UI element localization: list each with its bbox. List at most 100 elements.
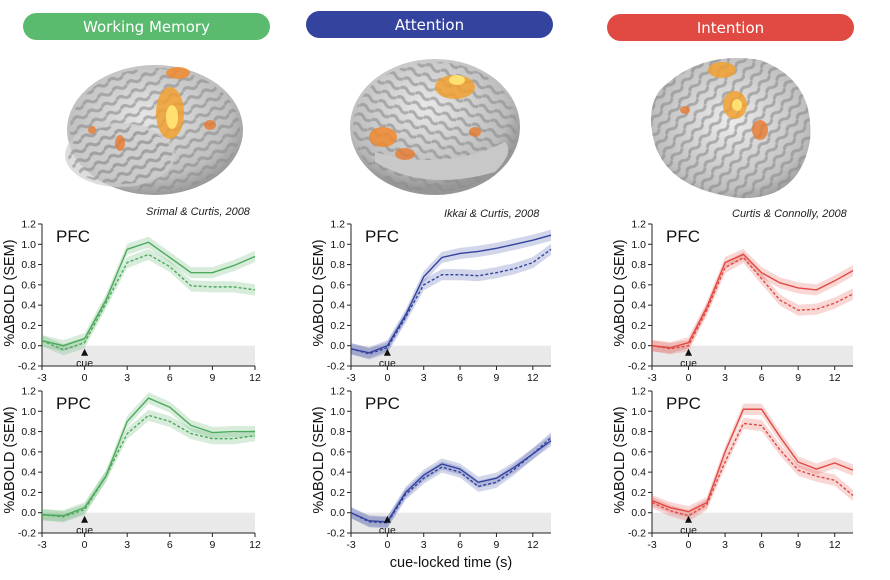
x-tick-label: 6 [457, 372, 463, 384]
y-tick-label: 0.4 [631, 300, 646, 312]
baseline-shade [652, 512, 853, 533]
x-tick-label: -3 [37, 539, 46, 551]
region-label: PPC [56, 394, 91, 413]
y-tick-label: 1.0 [330, 239, 345, 251]
x-tick-label: 12 [249, 372, 261, 384]
x-tick-label: -3 [647, 372, 656, 384]
sem-band [351, 432, 551, 529]
x-tick-label: -3 [647, 539, 656, 551]
series-line-solid [350, 234, 552, 354]
x-tick-label: 3 [421, 372, 427, 384]
y-tick-label: -0.2 [628, 528, 646, 540]
x-tick-label: 12 [527, 539, 539, 551]
y-tick-label: 0.2 [21, 487, 36, 499]
x-tick-label: 0 [384, 539, 390, 551]
y-tick-label: 0.2 [631, 320, 646, 332]
y-axis-label: %ΔBOLD (SEM) [612, 239, 628, 346]
y-tick-label: 0.2 [631, 487, 646, 499]
cue-label: cue [680, 358, 697, 370]
chart-panel-attention-pfc: -0.2 0.0 0.2 0.4 0.6 0.8 1.0 1.2 -3 0 3 6 9 12 %ΔBOLD … [311, 219, 552, 384]
y-tick-label: 0.8 [21, 426, 36, 438]
sem-band [351, 229, 551, 359]
x-tick-label: 9 [494, 372, 500, 384]
baseline-shade [42, 345, 255, 366]
y-tick-label: 0.0 [21, 507, 36, 519]
y-tick-label: -0.2 [327, 361, 345, 373]
chart-panel-working-memory-pfc: -0.2 0.0 0.2 0.4 0.6 0.8 1.0 1.2 -3 0 3 6 9 12 %ΔBOLD … [2, 219, 261, 385]
header-attention: Attention [306, 11, 553, 38]
y-tick-label: 0.4 [21, 300, 36, 312]
x-tick-label: 0 [82, 539, 88, 551]
sem-band [351, 243, 551, 360]
x-tick-label: 12 [249, 539, 261, 551]
y-tick-label: 0.4 [330, 300, 345, 312]
cue-marker [81, 515, 89, 523]
cue-label: cue [379, 525, 396, 537]
header-label: Intention [696, 18, 765, 37]
citation-working-memory: Srimal & Curtis, 2008 [146, 206, 250, 218]
y-tick-label: 1.2 [21, 219, 36, 231]
cue-label: cue [76, 358, 93, 370]
cue-marker [81, 348, 89, 356]
cue-marker [383, 348, 391, 356]
cue-label: cue [379, 358, 396, 370]
x-tick-label: 0 [686, 539, 692, 551]
y-tick-label: 1.2 [21, 386, 36, 398]
y-tick-label: 0.4 [631, 467, 646, 479]
y-tick-label: 1.2 [330, 219, 345, 231]
y-axis-label: %ΔBOLD (SEM) [311, 239, 327, 346]
baseline-shade [42, 512, 255, 533]
y-tick-label: 0.6 [631, 279, 646, 291]
sem-band [652, 251, 853, 355]
series-line-dashed [651, 422, 854, 517]
chart-panel-working-memory-ppc: -0.2 0.0 0.2 0.4 0.6 0.8 1.0 1.2 -3 0 3 6 9 12 %ΔBOLD … [2, 386, 261, 552]
x-tick-label: 9 [209, 372, 215, 384]
y-tick-label: 0.8 [631, 426, 646, 438]
region-label: PFC [56, 227, 90, 246]
series-line-solid [350, 440, 552, 523]
y-tick-label: 1.0 [330, 406, 345, 418]
brain-image-attention [350, 59, 520, 195]
header-intention: Intention [607, 14, 854, 41]
y-tick-label: 0.8 [631, 259, 646, 271]
y-tick-label: 1.0 [631, 406, 646, 418]
y-tick-label: 0.8 [330, 259, 345, 271]
cue-marker [685, 515, 693, 523]
x-tick-label: 6 [759, 539, 765, 551]
y-tick-label: 0.2 [21, 320, 36, 332]
y-axis-label: %ΔBOLD (SEM) [311, 406, 327, 513]
cue-label: cue [680, 525, 697, 537]
y-tick-label: 0.4 [21, 467, 36, 479]
x-axis-label: cue-locked time (s) [390, 555, 512, 571]
x-tick-label: 12 [527, 372, 539, 384]
y-tick-label: 0.0 [330, 340, 345, 352]
x-tick-label: 12 [829, 372, 841, 384]
region-label: PFC [666, 227, 700, 246]
x-tick-label: 6 [167, 372, 173, 384]
y-tick-label: -0.2 [628, 361, 646, 373]
y-tick-label: 0.0 [631, 507, 646, 519]
citation-intention: Curtis & Connolly, 2008 [732, 208, 847, 220]
x-tick-label: 9 [795, 372, 801, 384]
citation-attention: Ikkai & Curtis, 2008 [444, 208, 540, 220]
y-tick-label: 0.8 [330, 426, 345, 438]
header-working-memory: Working Memory [23, 13, 270, 40]
y-tick-label: -0.2 [327, 528, 345, 540]
y-tick-label: 0.2 [330, 487, 345, 499]
series-line-dashed [41, 253, 256, 351]
series-line-dashed [350, 437, 552, 524]
sem-band [42, 236, 255, 352]
chart-panel-intention-pfc: -0.2 0.0 0.2 0.4 0.6 0.8 1.0 1.2 -3 0 3 6 9 12 %ΔBOLD … [612, 219, 854, 384]
brain-image-working-memory [65, 65, 243, 195]
y-tick-label: 1.2 [330, 386, 345, 398]
y-tick-label: 0.6 [21, 279, 36, 291]
baseline-shade [652, 345, 853, 366]
x-tick-label: 6 [167, 539, 173, 551]
x-tick-label: 3 [124, 539, 130, 551]
sem-band [652, 403, 853, 518]
cue-label: cue [76, 525, 93, 537]
baseline-shade [351, 345, 551, 366]
y-tick-label: 1.0 [21, 239, 36, 251]
y-tick-label: 0.0 [21, 340, 36, 352]
